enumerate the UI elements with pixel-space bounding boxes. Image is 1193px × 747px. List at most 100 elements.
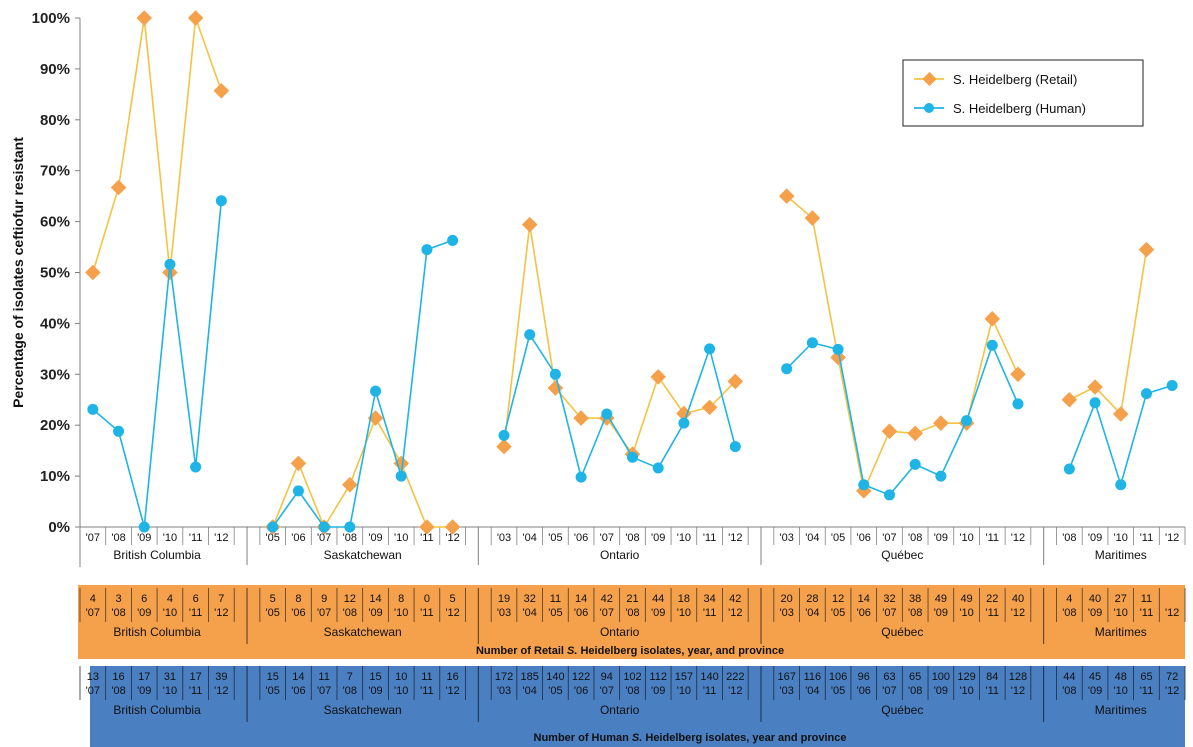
- data-point-retail: [1112, 406, 1129, 422]
- year-label: '09: [651, 685, 665, 697]
- isolate-count: 17: [138, 671, 150, 683]
- data-point-retail: [984, 311, 1001, 327]
- year-label: '08: [1062, 685, 1076, 697]
- isolate-count: 21: [626, 593, 638, 605]
- data-point-retail: [290, 455, 307, 472]
- data-point-retail: [213, 83, 230, 99]
- data-point-human: [678, 417, 690, 429]
- year-label: '12: [445, 532, 459, 544]
- year-label: '12: [728, 685, 742, 697]
- series-line: [786, 195, 1019, 494]
- year-label: '12: [728, 607, 742, 619]
- series-line: [92, 200, 223, 528]
- year-label: '05: [266, 532, 280, 544]
- data-point-human: [1115, 479, 1127, 491]
- isolate-count: 40: [1012, 593, 1024, 605]
- year-label: '11: [420, 685, 434, 697]
- isolate-count: 8: [295, 593, 301, 605]
- isolate-count: 32: [524, 593, 536, 605]
- year-label: '10: [959, 532, 973, 544]
- isolate-count: 116: [804, 671, 822, 683]
- isolate-count: 5: [270, 593, 276, 605]
- year-label: '05: [548, 532, 562, 544]
- y-tick-label: 50%: [40, 265, 70, 282]
- year-label: '09: [934, 532, 948, 544]
- isolate-count: 100: [932, 671, 950, 683]
- year-label: '11: [703, 532, 717, 544]
- year-label: '11: [420, 532, 434, 544]
- isolate-count: 28: [806, 593, 818, 605]
- year-label: '03: [497, 532, 511, 544]
- year-label: '10: [163, 532, 177, 544]
- year-label: '08: [111, 532, 125, 544]
- isolate-count: 128: [1009, 671, 1027, 683]
- year-label: '09: [1088, 532, 1102, 544]
- legend: S. Heidelberg (Retail) S. Heidelberg (Hum…: [902, 59, 1144, 127]
- isolate-count: 48: [1115, 671, 1127, 683]
- isolate-count: 14: [575, 593, 587, 605]
- data-point-human: [1140, 388, 1152, 400]
- data-point-human: [806, 337, 818, 349]
- isolate-count: 44: [1063, 671, 1075, 683]
- isolate-count: 129: [957, 671, 975, 683]
- isolate-count: 106: [829, 671, 847, 683]
- y-tick-label: 100%: [32, 10, 70, 27]
- data-point-human: [1063, 463, 1075, 475]
- isolate-count: 17: [190, 671, 202, 683]
- year-label: '12: [1011, 607, 1025, 619]
- year-label: '07: [600, 685, 614, 697]
- data-point-human: [292, 485, 304, 497]
- year-label: '05: [831, 685, 845, 697]
- year-label: '07: [882, 532, 896, 544]
- isolate-count: 20: [781, 593, 793, 605]
- year-label: '03: [780, 685, 794, 697]
- isolate-count: 4: [1066, 593, 1072, 605]
- isolate-count: 84: [986, 671, 998, 683]
- data-point-retail: [1138, 241, 1155, 258]
- year-label: '09: [368, 532, 382, 544]
- data-point-human: [652, 462, 664, 474]
- isolate-count: 5: [450, 593, 456, 605]
- year-label: '09: [137, 607, 151, 619]
- data-point-human: [395, 470, 407, 482]
- isolate-count: 14: [858, 593, 870, 605]
- isolate-count: 14: [292, 671, 304, 683]
- year-label: '03: [780, 532, 794, 544]
- year-label: '10: [394, 607, 408, 619]
- isolate-count: 8: [398, 593, 404, 605]
- year-label: '04: [523, 532, 537, 544]
- data-point-human: [164, 258, 176, 270]
- year-label: '07: [317, 532, 331, 544]
- data-point-retail: [521, 216, 538, 233]
- data-point-human: [781, 363, 793, 375]
- series-line: [92, 17, 223, 273]
- retail-count-band: [78, 585, 1185, 659]
- isolate-count: 63: [883, 671, 895, 683]
- isolate-count: 112: [649, 671, 667, 683]
- year-label: '06: [291, 532, 305, 544]
- data-point-human: [704, 343, 716, 355]
- y-tick-label: 0%: [48, 519, 70, 536]
- data-point-human: [935, 470, 947, 482]
- isolate-count: 22: [986, 593, 998, 605]
- series-line: [1068, 384, 1173, 488]
- isolate-count: 14: [369, 593, 381, 605]
- province-label: British Columbia: [113, 703, 201, 717]
- year-label: '11: [420, 607, 434, 619]
- year-label: '12: [1165, 685, 1179, 697]
- year-label: '10: [677, 685, 691, 697]
- year-label: '08: [343, 607, 357, 619]
- legend-marker-human: [924, 103, 934, 113]
- year-label: '11: [986, 685, 1000, 697]
- data-point-retail: [1010, 366, 1026, 383]
- year-label: '07: [86, 532, 100, 544]
- year-label: '12: [214, 532, 228, 544]
- series-line: [503, 224, 736, 456]
- isolate-count: 157: [675, 671, 693, 683]
- year-label: '11: [1140, 685, 1154, 697]
- isolate-count: 94: [601, 671, 613, 683]
- year-label: '10: [959, 685, 973, 697]
- data-point-human: [421, 244, 433, 256]
- year-label: '12: [1165, 532, 1179, 544]
- series-line: [1069, 249, 1148, 416]
